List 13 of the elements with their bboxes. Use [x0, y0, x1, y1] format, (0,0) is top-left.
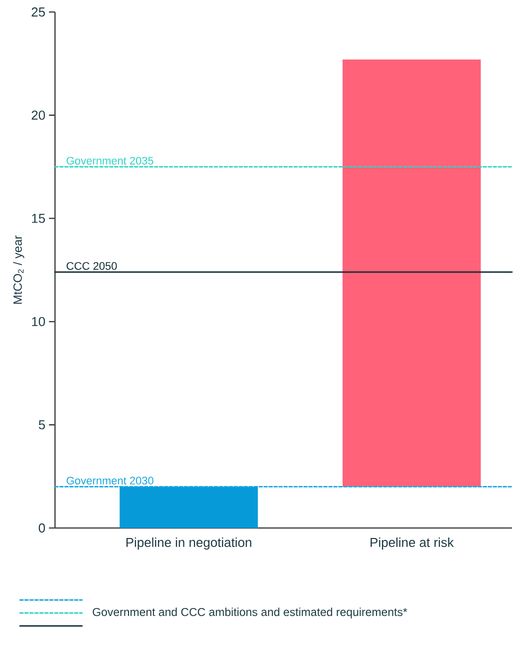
y-tick-label: 0 — [38, 523, 45, 533]
ref-line-label: CCC 2050 — [66, 262, 117, 270]
text: Government and CCC ambitions and estimated requirements* — [92, 608, 408, 618]
x-tick-label: Pipeline in negotiation — [126, 538, 252, 550]
x-tick-label: Pipeline at risk — [370, 538, 454, 550]
ref-line-label: Government 2030 — [66, 476, 154, 485]
y-tick-label: 10 — [32, 317, 45, 326]
y-tick-label: 15 — [32, 214, 45, 223]
y-tick-label: 20 — [32, 110, 45, 120]
y-tick-label: 5 — [38, 420, 45, 430]
y-tick-label: 25 — [32, 7, 45, 17]
ref-line-label: Government 2035 — [66, 156, 154, 165]
y-axis-title: MtCO$_{2}$ / year — [13, 236, 24, 304]
